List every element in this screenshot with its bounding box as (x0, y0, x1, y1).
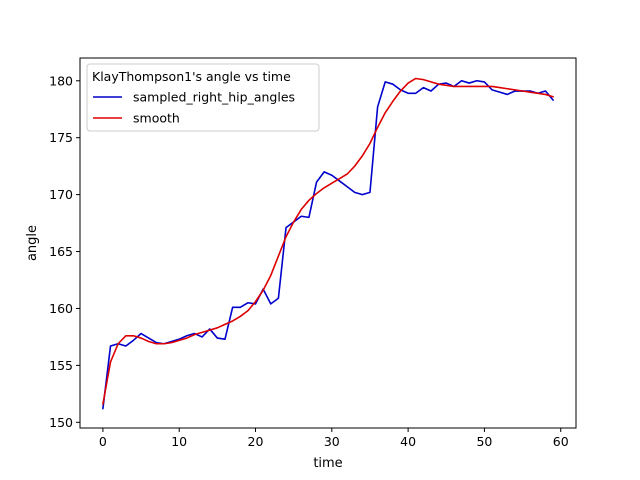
series-line-sampled-right-hip-angles (102, 79, 554, 410)
y-axis-label: angle (25, 225, 40, 261)
y-tick-label: 175 (49, 130, 73, 145)
y-tick-label: 180 (49, 73, 73, 88)
legend-box (86, 63, 320, 132)
x-axis-label: time (313, 456, 342, 471)
x-tick-label: 0 (99, 434, 107, 449)
y-axis-ticks: 150 155 160 165 170 175 180 (49, 73, 80, 430)
x-tick-label: 60 (553, 434, 569, 449)
legend-entry-smooth: smooth (133, 111, 180, 126)
legend-title: KlayThompson1's angle vs time (92, 69, 291, 84)
legend: KlayThompson1's angle vs time sampled_ri… (86, 63, 320, 132)
y-tick-label: 155 (49, 358, 73, 373)
y-tick-label: 165 (49, 244, 73, 259)
legend-entry-sampled-right-hip-angles: sampled_right_hip_angles (133, 90, 295, 105)
x-tick-label: 10 (171, 434, 187, 449)
y-tick-label: 170 (49, 187, 73, 202)
x-tick-label: 20 (248, 434, 264, 449)
plot-frame (79, 57, 577, 429)
x-tick-label: 30 (324, 434, 340, 449)
series-line-smooth (102, 77, 554, 405)
x-tick-label: 50 (476, 434, 492, 449)
x-tick-label: 40 (400, 434, 416, 449)
x-axis-ticks: 0 10 20 30 40 50 60 (99, 428, 569, 449)
y-tick-label: 150 (49, 415, 73, 430)
y-tick-label: 160 (49, 301, 73, 316)
plot-lines (102, 77, 554, 410)
